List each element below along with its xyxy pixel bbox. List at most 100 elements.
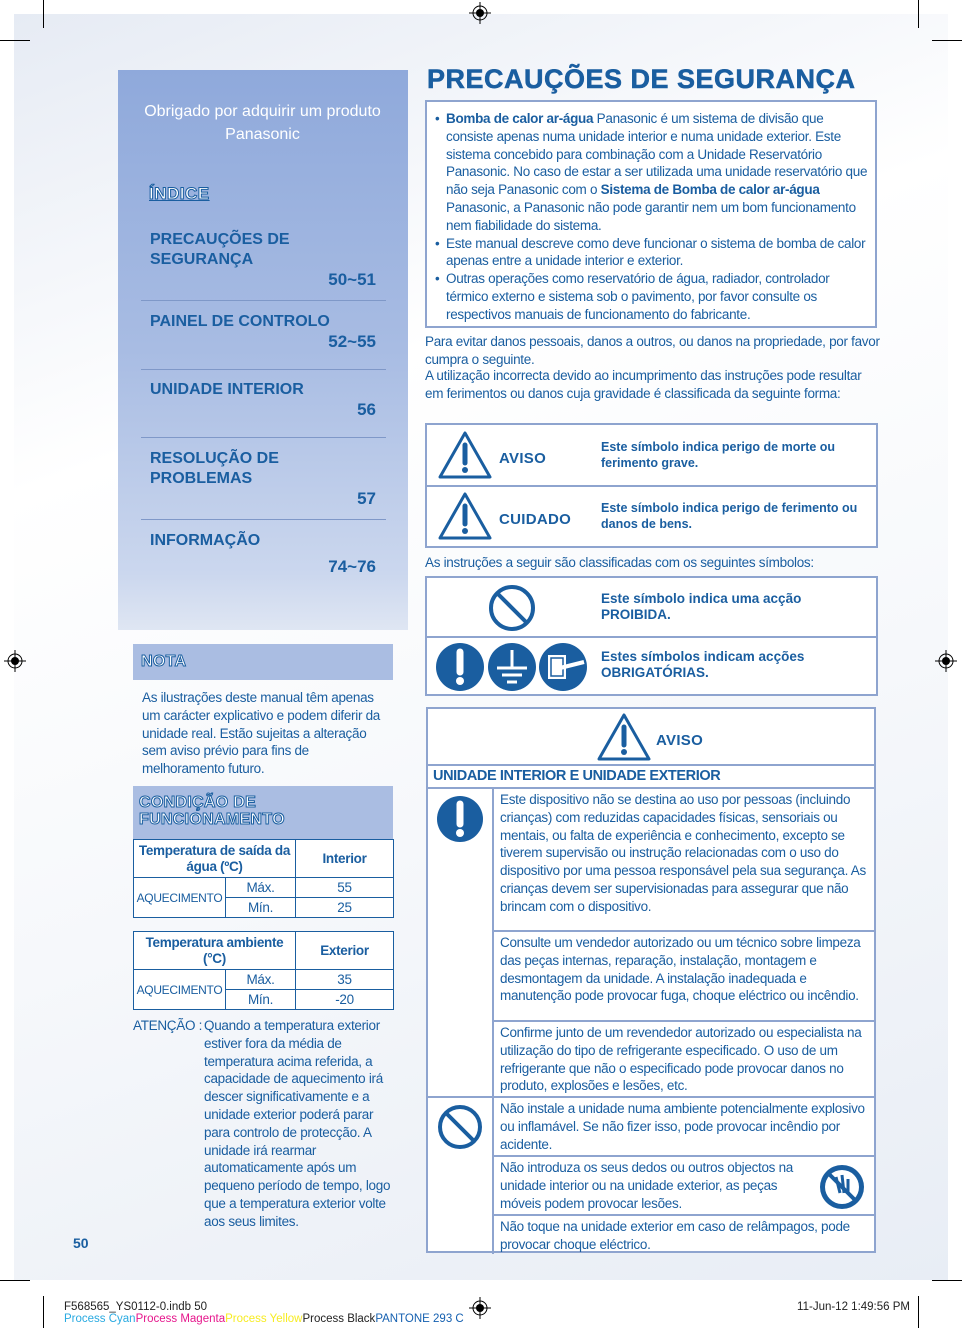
intro-paragraph: A utilização incorrecta devido ao incump… xyxy=(425,368,862,401)
aviso-label: AVISO xyxy=(499,450,547,467)
toc-item-control-panel[interactable]: PAINEL DE CONTROLO 52~55 xyxy=(141,312,386,370)
row-value: 55 xyxy=(295,877,394,898)
crop-mark xyxy=(918,1296,919,1328)
warning-triangle-icon xyxy=(597,713,651,761)
toc-pages: 57 xyxy=(357,489,376,508)
aviso-label: AVISO xyxy=(656,732,704,749)
row-value: 25 xyxy=(295,897,394,918)
ambient-temp-table: Temperatura ambiente (°C) Exterior AQUECI… xyxy=(133,931,394,1010)
symbols-box: Este símbolo indica uma acção PROIBIDA. … xyxy=(425,576,878,696)
caution-triangle-icon xyxy=(438,492,492,540)
toc-title: PAINEL DE CONTROLO xyxy=(150,313,330,330)
cuidado-label: CUIDADO xyxy=(499,511,572,528)
registration-mark-icon xyxy=(469,2,491,24)
crop-mark xyxy=(0,1280,30,1281)
table-col-header: Interior xyxy=(295,839,394,878)
crop-mark xyxy=(918,0,919,28)
water-temp-table: Temperatura de saída da água (ºC) Interio… xyxy=(133,839,394,918)
mandatory-exclamation-icon xyxy=(437,796,483,842)
crop-mark xyxy=(932,40,962,41)
prohibited-icon xyxy=(438,1105,482,1149)
intro-bullet: Bomba de calor ar-água Panasonic é um si… xyxy=(429,110,869,235)
warning-item: Este dispositivo não se destina ao uso p… xyxy=(492,789,874,930)
section-title: UNIDADE INTERIOR E UNIDADE EXTERIOR xyxy=(433,768,721,784)
toc-item-indoor-unit[interactable]: UNIDADE INTERIOR 56 xyxy=(141,380,386,438)
row-label: Máx. xyxy=(225,877,296,898)
bold-term: Bomba de calor ar-água xyxy=(446,111,594,126)
divider xyxy=(428,787,874,789)
table-col-header: Exterior xyxy=(295,931,394,970)
page-number: 50 xyxy=(73,1235,89,1251)
mandatory-exclamation-icon xyxy=(436,643,484,691)
registration-mark-icon xyxy=(469,1297,491,1319)
row-value: 35 xyxy=(295,969,394,990)
warning-item: Não introduza os seus dedos ou outros ob… xyxy=(492,1155,874,1214)
nota-text: As ilustrações deste manual têm apenas u… xyxy=(142,690,381,777)
divider xyxy=(428,764,874,766)
crop-mark xyxy=(43,0,44,28)
warning-item: Consulte um vendedor autorizado ou um té… xyxy=(492,930,874,1020)
intro-box: Bomba de calor ar-água Panasonic é um si… xyxy=(425,100,877,328)
condicao-title: CONDIÇÃO DE FUNCIONAMENTO xyxy=(133,786,393,840)
color-bar-labels: Process CyanProcess MagentaProcess Yello… xyxy=(64,1313,464,1325)
slug-file: F568565_YS0112-0.indb 50 xyxy=(64,1301,208,1313)
warning-item: Não instale a unidade numa ambiente pote… xyxy=(492,1098,874,1155)
crop-mark xyxy=(932,1280,962,1281)
table-header: Temperatura de saída da água (ºC) xyxy=(133,839,296,878)
warning-item: Não toque na unidade exterior em caso de… xyxy=(492,1214,874,1254)
intro-paragraph: Para evitar danos pessoais, danos a outr… xyxy=(425,334,880,367)
atencao-text: Quando a temperatura exterior estiver fo… xyxy=(204,1018,391,1229)
divider xyxy=(427,636,876,638)
toc-title: INFORMAÇÃO xyxy=(150,532,261,549)
unplug-icon xyxy=(539,643,587,691)
divider xyxy=(428,1096,874,1098)
cuidado-desc: Este símbolo indica perigo de ferimento … xyxy=(601,501,858,531)
mode-cell: AQUECIMENTO xyxy=(133,969,226,1010)
nota-title: NOTA xyxy=(133,644,393,680)
toc-item-information[interactable]: INFORMAÇÃO 74~76 xyxy=(141,531,386,577)
row-label: Mín. xyxy=(225,897,296,918)
row-value: -20 xyxy=(295,989,394,1010)
registration-mark-icon xyxy=(935,650,957,672)
intro-bullet: Outras operações como reservatório de ág… xyxy=(429,270,869,323)
toc-title: PRECAUÇÕES DE SEGURANÇA xyxy=(150,231,290,268)
crop-mark xyxy=(0,40,30,41)
color-label: PANTONE 293 C xyxy=(375,1313,464,1325)
registration-mark-icon xyxy=(4,650,26,672)
toc-title: RESOLUÇÃO DE PROBLEMAS xyxy=(150,450,279,487)
crop-mark xyxy=(43,1296,44,1328)
prohibited-desc: Este símbolo indica uma acção PROIBIDA. xyxy=(601,591,802,622)
bullet-text: Panasonic é um sistema de divisão que co… xyxy=(446,111,868,198)
row-label: Mín. xyxy=(225,989,296,1010)
symbols-intro: As instruções a seguir são classificadas… xyxy=(425,555,814,570)
color-label: Process Cyan xyxy=(64,1313,136,1325)
toc-pages: 50~51 xyxy=(328,270,376,289)
toc-title: UNIDADE INTERIOR xyxy=(150,381,304,398)
color-label: Process Black xyxy=(302,1313,376,1325)
color-label: Process Yellow xyxy=(225,1313,303,1325)
toc-pages: 56 xyxy=(357,400,376,419)
prohibited-icon xyxy=(489,585,535,631)
mandatory-desc: Estes símbolos indicam acções OBRIGATÓRI… xyxy=(601,649,805,680)
thanks-text: Obrigado por adquirir um produto Panason… xyxy=(144,103,381,143)
toc-pages: 74~76 xyxy=(328,557,376,576)
toc-item-troubleshooting[interactable]: RESOLUÇÃO DE PROBLEMAS 57 xyxy=(141,449,386,520)
index-title: ÍNDICE xyxy=(149,184,210,204)
bold-term: Sistema de Bomba de calor ar-água xyxy=(600,182,820,198)
severity-box: AVISO Este símbolo indica perigo de mort… xyxy=(425,423,878,548)
table-header: Temperatura ambiente (°C) xyxy=(133,931,296,970)
color-label: Process Magenta xyxy=(135,1313,226,1325)
earth-ground-icon xyxy=(488,643,536,691)
toc-pages: 52~55 xyxy=(328,332,376,351)
warning-text: Não introduza os seus dedos ou outros ob… xyxy=(500,1160,793,1211)
mode-cell: AQUECIMENTO xyxy=(133,877,226,918)
toc-item-safety[interactable]: PRECAUÇÕES DE SEGURANÇA 50~51 xyxy=(141,230,386,301)
divider xyxy=(427,485,876,487)
aviso-desc: Este símbolo indica perigo de morte ou f… xyxy=(601,440,836,470)
page-title: PRECAUÇÕES DE SEGURANÇA xyxy=(427,64,856,95)
slug-date: 11-Jun-12 1:49:56 PM xyxy=(797,1301,910,1313)
intro-bullet: Este manual descreve como deve funcionar… xyxy=(429,235,869,271)
sidebar-panel xyxy=(118,70,408,630)
bullet-text: Panasonic, a Panasonic não pode garantir… xyxy=(446,199,856,233)
no-fingers-fan-icon xyxy=(820,1165,864,1209)
